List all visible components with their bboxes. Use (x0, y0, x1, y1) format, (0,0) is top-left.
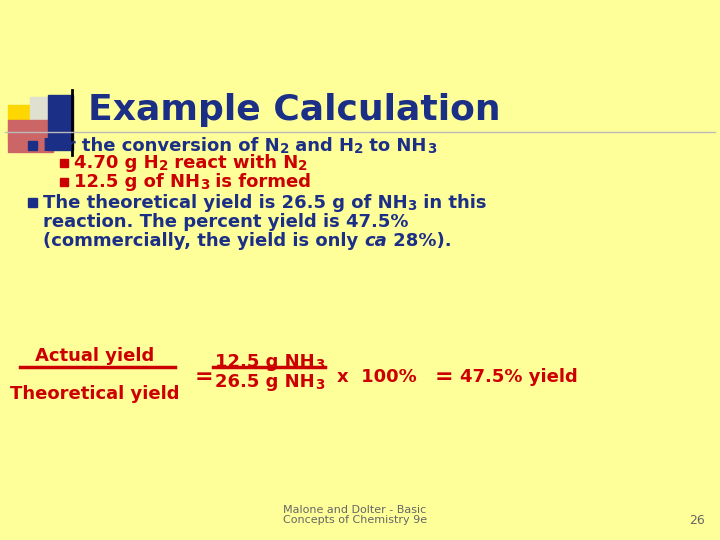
Text: 3: 3 (408, 199, 417, 213)
Bar (48, 95, 73, 150)
Text: 12.5 g NH: 12.5 g NH (215, 353, 315, 371)
Text: and H: and H (289, 137, 354, 155)
Text: in this: in this (417, 194, 487, 212)
Text: 3: 3 (315, 378, 324, 392)
Text: Concepts of Chemistry 9e: Concepts of Chemistry 9e (283, 515, 427, 525)
Text: =: = (195, 367, 214, 387)
Text: Actual yield: Actual yield (35, 347, 155, 365)
Text: 3: 3 (427, 142, 436, 156)
Text: x  100%: x 100% (337, 368, 417, 386)
Bar (60, 159, 68, 167)
Text: 47.5% yield: 47.5% yield (460, 368, 577, 386)
Text: 3: 3 (200, 178, 210, 192)
Text: Malone and Dolter - Basic: Malone and Dolter - Basic (284, 505, 427, 515)
Text: 4.70 g H: 4.70 g H (74, 154, 158, 172)
Text: The theoretical yield is 26.5 g of NH: The theoretical yield is 26.5 g of NH (43, 194, 408, 212)
Text: 12.5 g of NH: 12.5 g of NH (74, 173, 200, 191)
Text: reaction. The percent yield is 47.5%: reaction. The percent yield is 47.5% (43, 213, 408, 231)
Text: Example Calculation: Example Calculation (88, 93, 500, 127)
Bar (30, 97, 70, 132)
Text: is formed: is formed (210, 173, 311, 191)
Bar (28, 141, 37, 150)
Bar (60, 178, 68, 186)
Text: Theoretical yield: Theoretical yield (10, 385, 180, 403)
Text: ca: ca (364, 232, 387, 250)
Text: 3: 3 (315, 358, 324, 372)
Bar (8, 105, 48, 140)
Text: (commercially, the yield is only: (commercially, the yield is only (43, 232, 364, 250)
Text: 26.5 g NH: 26.5 g NH (215, 373, 315, 391)
Text: 26: 26 (689, 514, 705, 526)
Text: 28%).: 28%). (387, 232, 452, 250)
Text: 2: 2 (298, 159, 307, 173)
Bar (8, 120, 53, 152)
Text: 2: 2 (354, 142, 364, 156)
Text: react with N: react with N (168, 154, 298, 172)
Text: 2: 2 (158, 159, 168, 173)
Bar (28, 198, 37, 207)
Text: to NH: to NH (364, 137, 427, 155)
Text: 2: 2 (279, 142, 289, 156)
Text: =: = (435, 367, 454, 387)
Text: For the conversion of N: For the conversion of N (43, 137, 279, 155)
